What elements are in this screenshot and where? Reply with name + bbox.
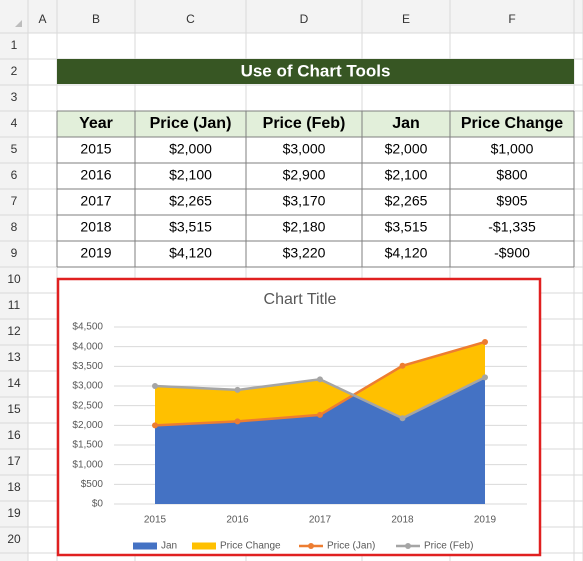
marker <box>317 411 323 418</box>
table-cell: 2018 <box>80 219 111 235</box>
table-cell: 2015 <box>80 141 111 157</box>
table-header: Price Change <box>461 115 563 132</box>
table-cell: $2,100 <box>169 167 212 183</box>
x-tick-label: 2019 <box>474 515 497 526</box>
table-cell: $2,265 <box>169 193 212 209</box>
chart-title: Chart Title <box>264 291 337 308</box>
title-bar <box>57 59 574 84</box>
table-cell: $3,515 <box>169 219 212 235</box>
row-header-bar <box>0 33 28 561</box>
row-header: 7 <box>11 194 18 208</box>
row-header: 15 <box>7 402 21 416</box>
table-cell: 2017 <box>80 193 111 209</box>
row-header: 2 <box>11 64 18 78</box>
column-header: A <box>38 12 46 26</box>
x-tick-label: 2016 <box>226 515 249 526</box>
row-header: 17 <box>7 454 21 468</box>
table-cell: $2,900 <box>283 167 326 183</box>
y-tick-label: $3,500 <box>72 361 103 372</box>
row-header: 4 <box>11 116 18 130</box>
row-header: 3 <box>11 90 18 104</box>
table-cell: $1,000 <box>491 141 534 157</box>
table-cell: 2016 <box>80 167 111 183</box>
marker <box>152 383 158 389</box>
table-cell: $4,120 <box>385 245 428 261</box>
y-tick-label: $3,000 <box>72 381 103 392</box>
legend-label: Price (Jan) <box>327 541 375 552</box>
y-tick-label: $4,500 <box>72 322 103 333</box>
marker <box>399 362 406 369</box>
table-cell: $3,170 <box>283 193 326 209</box>
table-header: Year <box>79 115 113 132</box>
table-header-bg <box>57 111 574 137</box>
legend-marker <box>308 543 314 549</box>
table-cell: $800 <box>496 167 527 183</box>
y-tick-label: $1,500 <box>72 440 103 451</box>
column-header: E <box>402 12 410 26</box>
marker <box>234 386 241 393</box>
table-cell: $2,180 <box>283 219 326 235</box>
table-cell: $3,220 <box>283 245 326 261</box>
row-header: 9 <box>11 246 18 260</box>
table-cell: -$900 <box>494 245 530 261</box>
column-header-bar <box>0 0 583 33</box>
table-cell: 2019 <box>80 245 111 261</box>
legend-label: Price Change <box>220 541 281 552</box>
y-tick-label: $2,500 <box>72 400 103 411</box>
y-tick-label: $500 <box>81 479 104 490</box>
x-tick-label: 2015 <box>144 515 167 526</box>
table-cell: -$1,335 <box>488 219 536 235</box>
marker <box>317 376 323 383</box>
column-header: D <box>300 12 309 26</box>
table-cell: $905 <box>496 193 527 209</box>
row-header: 13 <box>7 350 21 364</box>
legend-label: Price (Feb) <box>424 541 473 552</box>
legend-marker <box>405 543 411 549</box>
row-header: 6 <box>11 168 18 182</box>
column-header: C <box>186 12 195 26</box>
row-header: 19 <box>7 506 21 520</box>
legend-swatch <box>192 542 216 550</box>
legend-swatch <box>133 542 157 550</box>
marker <box>399 415 406 422</box>
x-tick-label: 2018 <box>391 515 414 526</box>
table-header: Price (Jan) <box>150 115 232 132</box>
marker <box>482 374 488 381</box>
row-header: 18 <box>7 480 21 494</box>
table-cell: $2,000 <box>169 141 212 157</box>
row-header: 8 <box>11 220 18 234</box>
row-header: 20 <box>7 532 21 546</box>
row-header: 12 <box>7 324 21 338</box>
y-tick-label: $4,000 <box>72 341 103 352</box>
table-header: Price (Feb) <box>263 115 346 132</box>
row-header: 10 <box>7 272 21 286</box>
row-header: 1 <box>11 38 18 52</box>
column-header: F <box>508 12 515 26</box>
sheet-title: Use of Chart Tools <box>241 61 391 80</box>
area <box>155 341 485 426</box>
table-header: Jan <box>392 115 420 132</box>
table-cell: $4,120 <box>169 245 212 261</box>
legend-label: Jan <box>161 541 177 552</box>
table-cell: $3,000 <box>283 141 326 157</box>
table-cell: $2,265 <box>385 193 428 209</box>
row-header: 5 <box>11 142 18 156</box>
select-all <box>15 20 22 27</box>
column-header: B <box>92 12 100 26</box>
table-cell: $2,000 <box>385 141 428 157</box>
table-cell: $2,100 <box>385 167 428 183</box>
row-header: 11 <box>8 298 21 312</box>
x-tick-label: 2017 <box>309 515 332 526</box>
y-tick-label: $0 <box>92 499 104 510</box>
y-tick-label: $1,000 <box>72 459 103 470</box>
row-header: 16 <box>7 428 21 442</box>
marker <box>482 338 488 345</box>
row-header: 14 <box>7 376 21 390</box>
marker <box>234 418 241 425</box>
y-tick-label: $2,000 <box>72 420 103 431</box>
table-cell: $3,515 <box>385 219 428 235</box>
marker <box>152 422 158 429</box>
